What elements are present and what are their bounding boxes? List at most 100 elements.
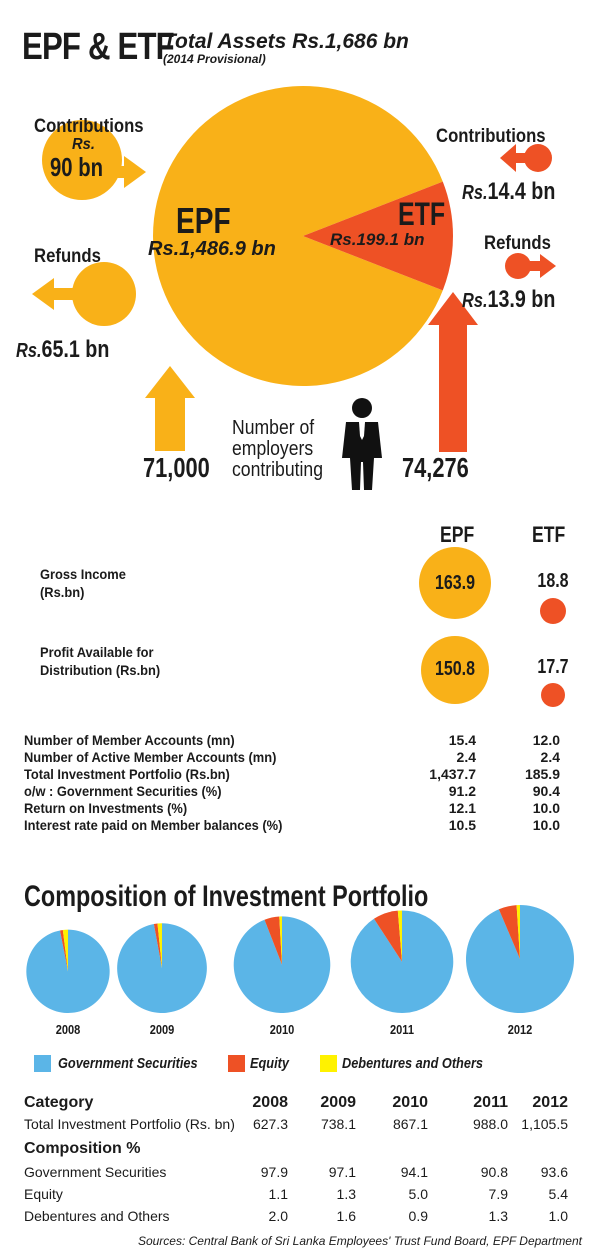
pie-slice-2009-equity: [153, 923, 162, 969]
pie-slice-2010-equity: [264, 916, 282, 965]
total-value: 988.0: [472, 1116, 508, 1132]
epf-refunds-label: Refunds: [34, 246, 101, 267]
cell: 97.9: [260, 1164, 288, 1180]
row-label: Number of Member Accounts (mn): [24, 732, 235, 748]
employers-line-2: employers: [232, 438, 314, 460]
total-value: 867.1: [392, 1116, 428, 1132]
gross-etf-value: 18.8: [537, 570, 569, 592]
row-etf: 10.0: [532, 817, 560, 833]
table-row: Total Investment Portfolio (Rs.bn) 1,437…: [24, 766, 568, 783]
cell: 5.0: [408, 1186, 428, 1202]
page-title: EPF & ETF: [22, 26, 175, 68]
epf-contributions-arrow: [42, 120, 146, 200]
table-row: Number of Active Member Accounts (mn) 2.…: [24, 749, 568, 766]
row-etf: 90.4: [532, 783, 560, 799]
etf-refunds-amount: Rs.13.9 bn: [462, 286, 555, 314]
pie-slice-2008-debentures: [62, 929, 68, 972]
row-label: Debentures and Others: [24, 1208, 170, 1224]
etf-contributions-arrow: [500, 144, 552, 172]
pie-slice-2012-debentures: [516, 905, 520, 959]
row-epf: 1,437.7: [429, 766, 476, 782]
total-value: 1,105.5: [521, 1116, 568, 1132]
legend-swatch-gov: [34, 1055, 51, 1072]
year-label: 2009: [149, 1022, 175, 1037]
epf-employers-count: 71,000: [143, 452, 210, 483]
cell: 93.6: [540, 1164, 568, 1180]
table-row: Number of Member Accounts (mn) 15.4 12.0: [24, 732, 568, 749]
cell: 1.1: [268, 1186, 288, 1202]
cell: 97.1: [328, 1164, 356, 1180]
top-graphic: [32, 85, 556, 490]
table-row: Return on Investments (%) 12.1 10.0: [24, 800, 568, 817]
year-header: 2011: [473, 1094, 508, 1111]
etf-contributions-amount: Rs.14.4 bn: [462, 178, 555, 206]
cell: 94.1: [400, 1164, 428, 1180]
table-row: Interest rate paid on Member balances (%…: [24, 817, 568, 834]
composition-title: Composition of Investment Portfolio: [24, 880, 429, 913]
etf-refunds-rs: Rs.: [462, 290, 488, 312]
legend-debentures: Debentures and Others: [342, 1055, 483, 1072]
epf-refunds-arrow: [32, 262, 136, 326]
category-header: Category: [24, 1094, 94, 1111]
row-label: Equity: [24, 1186, 63, 1202]
pie-slice-2008-gov: [26, 929, 110, 1013]
pie-slice-2011-gov: [350, 910, 454, 1013]
source-note: Sources: Central Bank of Sri Lanka Emplo…: [137, 1234, 582, 1248]
etf-refunds-label: Refunds: [484, 233, 551, 254]
etf-contributions-value: 14.4 bn: [487, 178, 556, 205]
etf-contributions-rs: Rs.: [462, 182, 488, 204]
row-epf: 15.4: [448, 732, 476, 748]
pie-slice-epf: [153, 85, 443, 387]
pie-slice-2009-debentures: [157, 923, 162, 969]
cell: 0.9: [408, 1208, 428, 1224]
cell: 1.3: [336, 1186, 356, 1202]
epf-employers-arrow: [145, 366, 195, 451]
pie-slice-2012-equity: [498, 905, 520, 959]
year-label: 2010: [269, 1022, 295, 1037]
composition-header: Composition %: [24, 1140, 141, 1157]
epf-label: EPF: [176, 200, 231, 241]
cell: 1.6: [336, 1208, 356, 1224]
summary-bubbles: [419, 547, 566, 707]
col-epf-header: EPF: [440, 522, 475, 547]
pie-slice-2011-equity: [373, 910, 402, 962]
pie-slice-2010-debentures: [279, 916, 282, 965]
row-etf: 12.0: [532, 732, 560, 748]
cell: 1.3: [488, 1208, 508, 1224]
year-label: 2012: [507, 1022, 533, 1037]
gross-epf-value: 163.9: [434, 572, 476, 594]
table-row: o/w : Government Securities (%) 91.2 90.…: [24, 783, 568, 800]
epf-contributions-rs: Rs.: [72, 136, 95, 153]
employers-line-3: contributing: [232, 459, 323, 481]
gross-label-1: Gross Income: [40, 566, 126, 582]
profit-label-2: Distribution (Rs.bn): [40, 662, 161, 678]
total-value: 738.1: [320, 1116, 356, 1132]
row-etf: 2.4: [540, 749, 560, 765]
year-header: 2010: [392, 1094, 428, 1111]
epf-refunds-amount: Rs.65.1 bn: [16, 336, 109, 364]
legend-gov: Government Securities: [58, 1055, 198, 1072]
etf-refunds-value: 13.9 bn: [487, 286, 556, 313]
profit-epf-value: 150.8: [434, 658, 476, 680]
row-label: Interest rate paid on Member balances (%…: [24, 817, 283, 833]
epf-contributions-value: 90 bn: [50, 152, 103, 182]
epf-etf-pie: [153, 85, 453, 387]
profit-epf-bubble: [421, 636, 489, 704]
profit-label-1: Profit Available for: [40, 644, 154, 660]
pie-slice-2008-equity: [60, 929, 68, 972]
cell: 7.9: [488, 1186, 508, 1202]
row-label: Number of Active Member Accounts (mn): [24, 749, 277, 765]
etf-contributions-label: Contributions: [436, 126, 546, 147]
row-epf: 10.5: [448, 817, 476, 833]
row-label: Return on Investments (%): [24, 800, 188, 816]
epf-refunds-rs: Rs.: [16, 340, 42, 362]
cell: 5.4: [548, 1186, 568, 1202]
provisional-note: (2014 Provisional): [163, 52, 266, 66]
total-assets: Total Assets Rs.1,686 bn: [163, 30, 409, 53]
employers-caption: Number of employers contributing: [232, 418, 323, 481]
legend-swatch-debentures: [320, 1055, 337, 1072]
row-label: o/w : Government Securities (%): [24, 783, 222, 799]
composition-pies: [26, 905, 574, 1013]
year-header: 2009: [320, 1094, 356, 1111]
etf-value: Rs.199.1 bn: [330, 230, 425, 249]
